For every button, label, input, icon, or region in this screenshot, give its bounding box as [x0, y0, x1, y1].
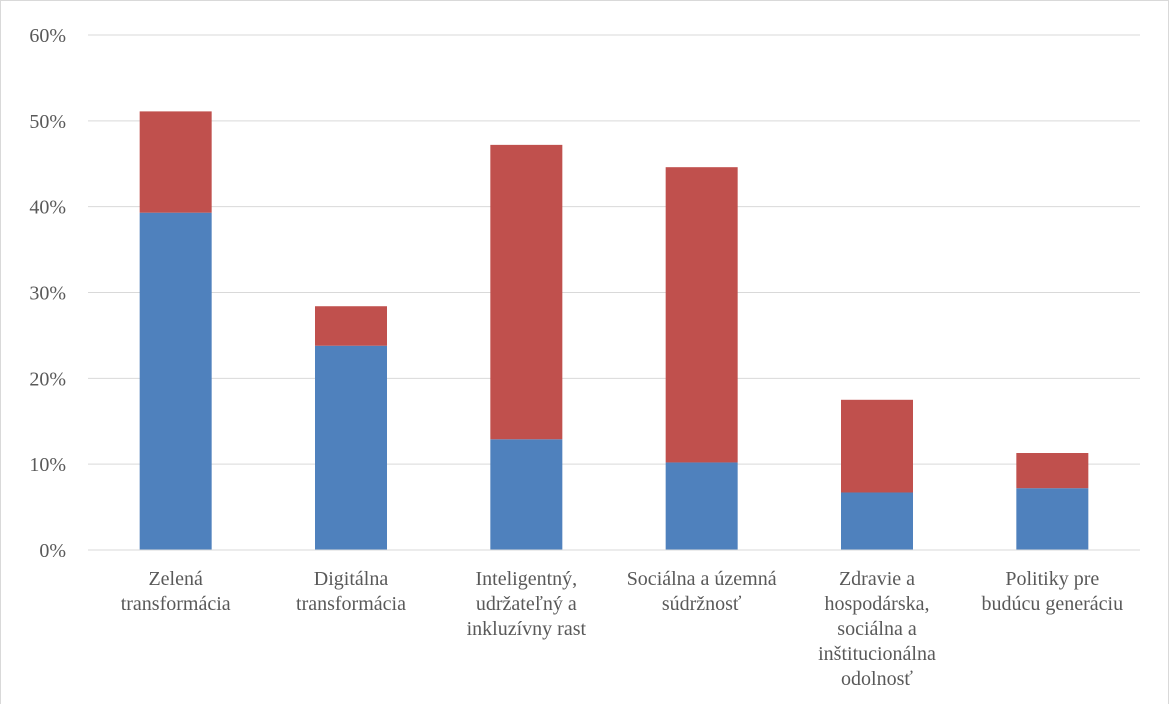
- bar-segment-series-2: [841, 399, 913, 493]
- bar-segment-series-2: [139, 111, 212, 213]
- gridlines: [88, 34, 1140, 465]
- x-category-label: Zdravie a hospodárska, sociálna a inštituci…: [818, 568, 936, 690]
- x-category-label: Digitálna transformácia: [296, 568, 406, 615]
- x-category-label: Inteligentný, udržateľný a inkluzívny rast: [467, 568, 587, 640]
- y-tick-label: 10%: [29, 454, 66, 476]
- y-tick-label: 60%: [29, 25, 66, 47]
- x-category-label: Politiky pre budúcu generáciu: [982, 568, 1124, 615]
- bar-segment-series-1: [841, 492, 913, 550]
- bar-segment-series-2: [490, 144, 563, 440]
- bar-segment-series-1: [139, 212, 212, 551]
- y-tick-label: 40%: [29, 197, 66, 219]
- y-tick-label: 20%: [29, 368, 66, 390]
- bar-segment-series-2: [315, 306, 387, 346]
- bar-segment-series-1: [665, 462, 738, 550]
- y-tick-label: 30%: [29, 283, 66, 305]
- bar-segment-series-1: [315, 345, 387, 550]
- y-tick-label: 0%: [39, 540, 66, 562]
- bar-segment-series-1: [1016, 488, 1089, 550]
- x-category-label: Sociálna a územná súdržnosť: [627, 568, 777, 615]
- y-tick-label: 50%: [29, 111, 66, 133]
- bar-segment-series-1: [490, 439, 563, 550]
- bar-segment-series-2: [665, 167, 738, 463]
- category-labels: Zelená transformácia Digitálna transformáci…: [121, 568, 1123, 690]
- bars: [139, 111, 1089, 551]
- x-category-label: Zelená transformácia: [121, 568, 231, 615]
- bar-segment-series-2: [1016, 453, 1089, 489]
- y-axis-tick-labels: 0% 10% 20% 30% 40% 50% 60%: [29, 25, 66, 562]
